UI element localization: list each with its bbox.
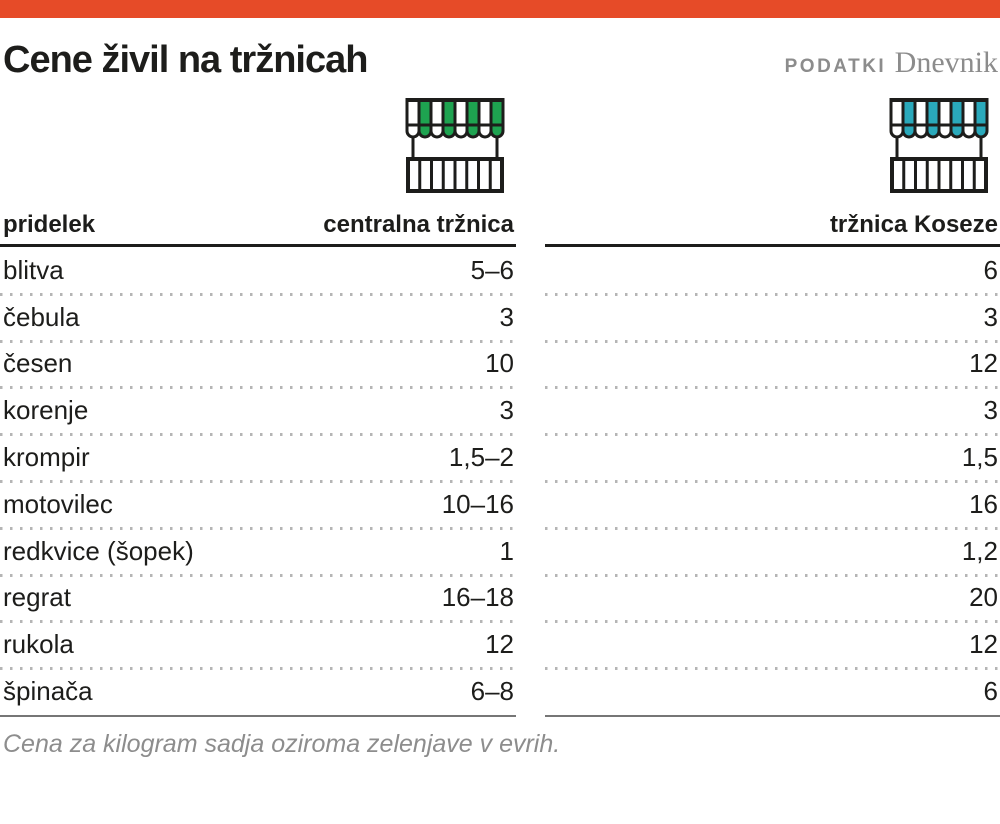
price-trznica-koseze: 1,5 [961,442,998,473]
produce-name: korenje [3,395,89,426]
market-stall-icon-green [400,98,510,194]
column-header-pridelek: pridelek [3,211,96,238]
table-row: česen 10 [0,339,516,388]
price-list-centralna-trznica: blitva 5–6 čebula 3 česen 10 korenje 3 k… [0,247,516,717]
price-centralna-trznica: 10 [485,348,514,379]
table-row: čebula 3 [0,292,516,341]
table-row: 12 [545,339,1000,388]
price-trznica-koseze: 6 [983,676,998,707]
column-header-centralna-trznica: centralna tržnica [323,211,514,238]
price-centralna-trznica: 3 [499,301,514,332]
page-title: Cene živil na tržnicah [3,39,368,81]
produce-name: redkvice (šopek) [3,535,194,566]
market-stall-icon-teal [884,98,994,194]
table-header-right: tržnica Koseze [545,194,1000,247]
price-centralna-trznica: 1 [499,535,514,566]
produce-name: regrat [3,582,71,613]
price-centralna-trznica: 1,5–2 [448,442,514,473]
price-list-trznica-koseze: 6 3 12 3 1,5 16 1,2 20 12 [545,247,1000,717]
price-centralna-trznica: 6–8 [470,676,514,707]
produce-name: blitva [3,254,64,285]
price-trznica-koseze: 3 [983,301,998,332]
column-header-trznica-koseze: tržnica Koseze [829,211,998,238]
table-row: 12 [545,620,1000,668]
price-trznica-koseze: 16 [969,488,998,519]
table-row: 6 [545,667,1000,715]
table-header-left: pridelek centralna tržnica [0,194,516,247]
brand-logo: PODATKI Dnevnik [785,46,998,80]
price-centralna-trznica: 3 [499,395,514,426]
icon-row-left [0,98,516,194]
produce-name: česen [3,348,73,379]
brand-dnevnik-label: Dnevnik [894,46,998,79]
price-trznica-koseze: 3 [983,395,998,426]
icon-row-right [545,98,1000,194]
header: Cene živil na tržnicah PODATKI Dnevnik [0,18,1000,80]
table-row: 1,5 [545,433,1000,481]
table-row: redkvice (šopek) 1 [0,526,516,575]
table-row: rukola 12 [0,620,516,668]
produce-name: motovilec [3,488,113,519]
price-trznica-koseze: 12 [969,348,998,379]
produce-name: čebula [3,301,80,332]
table-row: krompir 1,5–2 [0,433,516,481]
price-trznica-koseze: 6 [983,254,998,285]
table-row: korenje 3 [0,386,516,434]
table-row: regrat 16–18 [0,573,516,622]
table-row: blitva 5–6 [0,247,516,294]
produce-name: rukola [3,629,74,660]
produce-name: špinača [3,676,93,707]
footnote: Cena za kilogram sadja oziroma zelenjave… [3,729,561,758]
price-trznica-koseze: 20 [969,582,998,613]
price-centralna-trznica: 12 [485,629,514,660]
table-row: 3 [545,292,1000,341]
table-row: 6 [545,247,1000,294]
produce-name: krompir [3,442,90,473]
table-row: 3 [545,386,1000,434]
infographic-food-prices: Cene živil na tržnicah PODATKI Dnevnik p… [0,0,1000,758]
price-table: pridelek centralna tržnica blitva 5–6 če… [0,98,1000,717]
table-row: motovilec 10–16 [0,479,516,528]
price-centralna-trznica: 10–16 [441,488,514,519]
accent-bar [0,0,1000,18]
price-centralna-trznica: 16–18 [441,582,514,613]
table-row: 20 [545,573,1000,622]
table-row: 16 [545,479,1000,528]
column-trznica-koseze: tržnica Koseze 6 3 12 3 1,5 16 1,2 [545,98,1000,717]
price-trznica-koseze: 1,2 [961,535,998,566]
column-centralna-trznica: pridelek centralna tržnica blitva 5–6 če… [0,98,516,717]
table-row: špinača 6–8 [0,667,516,715]
table-row: 1,2 [545,526,1000,575]
price-centralna-trznica: 5–6 [470,254,514,285]
price-trznica-koseze: 12 [969,629,998,660]
brand-podatki-label: PODATKI [784,56,887,77]
